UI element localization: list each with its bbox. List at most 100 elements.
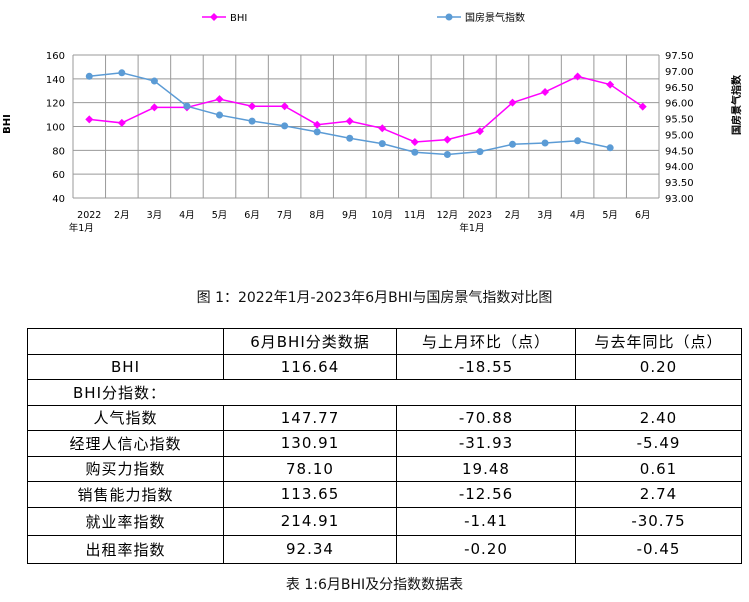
data-point xyxy=(280,102,289,111)
table-row: 购买力指数 78.10 19.48 0.61 xyxy=(27,455,742,482)
header-cell: 6月BHI分类数据 xyxy=(223,328,397,355)
data-point xyxy=(150,77,158,85)
data-point xyxy=(248,117,256,125)
value-cell: 2.40 xyxy=(575,404,742,431)
data-point xyxy=(378,140,386,148)
value-cell: 116.64 xyxy=(223,353,397,380)
y2-axis-title: 国房景气指数 xyxy=(730,74,743,135)
value-cell: -0.20 xyxy=(396,534,576,564)
x-tick-label: 3月 xyxy=(147,210,163,221)
data-point xyxy=(443,150,451,158)
x-tick-label: 2月 xyxy=(505,210,521,221)
x-tick-label: 9月 xyxy=(342,210,358,221)
data-point xyxy=(410,137,419,146)
data-point xyxy=(117,118,126,127)
data-point xyxy=(281,122,289,130)
section-label: BHI分指数： xyxy=(27,379,742,406)
x-tick-label: 2月 xyxy=(114,210,130,221)
row-label: 销售能力指数 xyxy=(27,481,224,508)
legend-marker xyxy=(445,13,453,21)
table-row: 经理人信心指数 130.91 -31.93 -5.49 xyxy=(27,430,742,457)
y2-tick-label: 93.50 xyxy=(665,178,694,189)
data-point xyxy=(509,140,516,148)
value-cell: 0.20 xyxy=(575,353,742,380)
header-cell xyxy=(27,328,224,355)
data-point xyxy=(541,87,550,96)
data-point xyxy=(475,127,484,136)
value-cell: -5.49 xyxy=(575,430,742,457)
value-cell: 0.61 xyxy=(575,455,742,482)
x-tick-label: 7月 xyxy=(277,210,293,221)
data-point xyxy=(378,124,387,133)
x-tick-label: 年1月 xyxy=(69,222,94,234)
y2-tick-label: 94.50 xyxy=(665,146,694,157)
data-point xyxy=(638,102,647,111)
table-row: 就业率指数 214.91 -1.41 -30.75 xyxy=(27,506,742,536)
y-axis-title: BHI xyxy=(2,114,13,134)
y-tick-label: 80 xyxy=(52,146,65,157)
y-tick-label: 120 xyxy=(46,99,65,110)
legend-label: BHI xyxy=(230,13,247,24)
value-cell: -31.93 xyxy=(396,430,576,457)
value-cell: 214.91 xyxy=(223,506,397,536)
row-label: BHI xyxy=(27,353,224,380)
table-row: 销售能力指数 113.65 -12.56 2.74 xyxy=(27,481,742,508)
table-row: BHI 116.64 -18.55 0.20 xyxy=(27,353,742,380)
y-tick-label: 60 xyxy=(52,170,65,181)
y-tick-label: 140 xyxy=(46,75,65,86)
value-cell: 130.91 xyxy=(223,430,397,457)
value-cell: 113.65 xyxy=(223,481,397,508)
value-cell: 19.48 xyxy=(396,455,576,482)
data-point xyxy=(606,80,615,89)
data-point xyxy=(216,111,223,119)
data-point xyxy=(85,72,93,80)
value-cell: 2.74 xyxy=(575,481,742,508)
y2-tick-label: 97.00 xyxy=(665,67,694,78)
x-tick-label: 6月 xyxy=(244,210,260,221)
y-tick-label: 100 xyxy=(46,123,65,134)
legend-label: 国房景气指数 xyxy=(465,11,525,24)
data-point xyxy=(508,98,517,107)
y-tick-label: 160 xyxy=(46,51,65,62)
data-point xyxy=(345,117,354,126)
value-cell: -70.88 xyxy=(396,404,576,431)
data-point xyxy=(443,135,452,144)
value-cell: 147.77 xyxy=(223,404,397,431)
y2-tick-label: 96.00 xyxy=(665,99,694,110)
row-label: 购买力指数 xyxy=(27,455,224,482)
value-cell: -1.41 xyxy=(396,506,576,536)
x-tick-label: 5月 xyxy=(602,210,618,221)
data-point xyxy=(606,144,614,152)
value-cell: -0.45 xyxy=(575,534,742,564)
row-label: 经理人信心指数 xyxy=(27,430,224,457)
table-row: 出租率指数 92.34 -0.20 -0.45 xyxy=(27,534,742,564)
x-tick-label: 8月 xyxy=(309,210,325,221)
row-label: 出租率指数 xyxy=(27,534,224,564)
value-cell: -18.55 xyxy=(396,353,576,380)
x-tick-label: 10月 xyxy=(371,210,393,221)
figure-caption: 图 1：2022年1月-2023年6月BHI与国房景气指数对比图 xyxy=(196,290,553,306)
y2-tick-label: 96.50 xyxy=(665,83,694,94)
table-caption: 表 1:6月BHI及分指数数据表 xyxy=(285,577,464,593)
bhi-data-table: 6月BHI分类数据 与上月环比（点） 与去年同比（点） BHI 116.64 -18… xyxy=(27,328,742,564)
data-point xyxy=(574,137,582,145)
data-point xyxy=(85,115,94,124)
data-point xyxy=(476,148,484,156)
table-row: 人气指数 147.77 -70.88 2.40 xyxy=(27,404,742,431)
data-point xyxy=(411,148,419,156)
series-line xyxy=(89,72,611,156)
data-point xyxy=(215,95,224,104)
y2-tick-label: 94.00 xyxy=(665,162,694,173)
data-point xyxy=(150,103,159,112)
series-line xyxy=(89,75,644,143)
row-label: 人气指数 xyxy=(27,404,224,431)
data-point xyxy=(118,69,126,77)
y2-tick-label: 93.00 xyxy=(665,194,694,205)
value-cell: 92.34 xyxy=(223,534,397,564)
x-tick-label: 2022 xyxy=(77,210,101,221)
x-tick-label: 12月 xyxy=(437,210,459,221)
header-cell: 与上月环比（点） xyxy=(396,328,576,355)
data-point xyxy=(313,128,321,136)
data-point xyxy=(248,102,257,111)
header-cell: 与去年同比（点） xyxy=(575,328,742,355)
